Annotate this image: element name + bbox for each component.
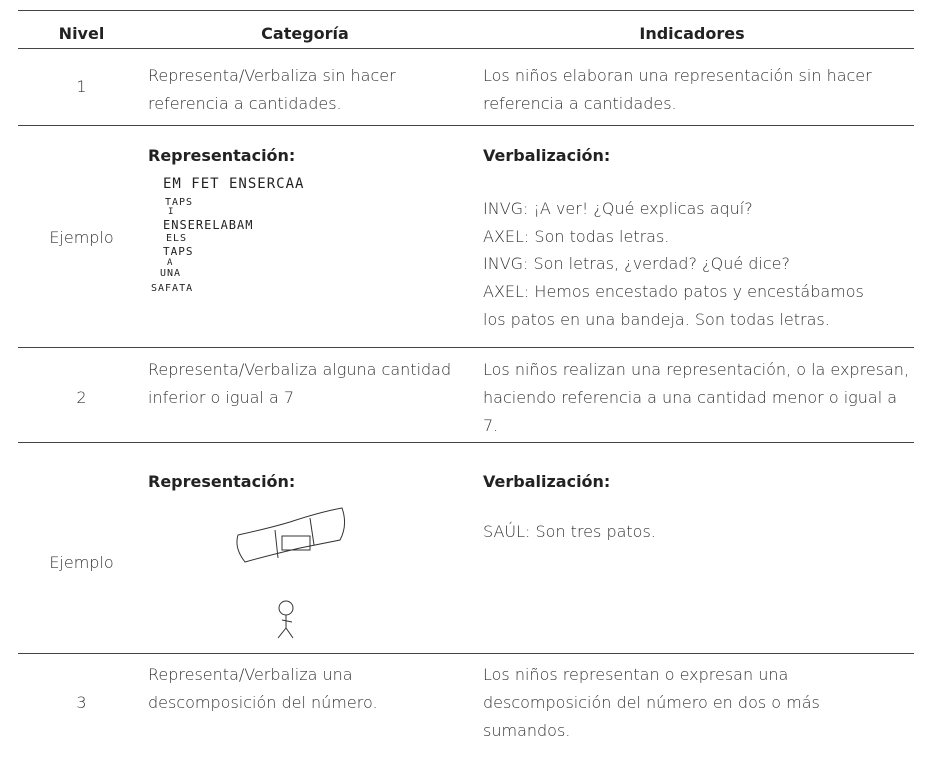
dialogue-line: AXEL: Hemos encestado patos y encestábam… [483,282,864,301]
subheading: Representación: [148,472,296,491]
header-cell: Nivel [58,24,105,43]
dialogue-line: los patos en una bandeja. Son todas letr… [483,310,830,329]
handwriting: UNA [160,268,182,279]
handwriting: TAPS [163,245,194,258]
dialogue-line: AXEL: Son todas letras. [483,227,670,246]
cell: 1 [76,77,87,96]
dialogue-line: INVG: ¡A ver! ¿Qué explicas aquí? [483,199,753,218]
rule [18,10,914,11]
cell: Los niños elaboran una representación si… [483,66,872,113]
subheading: Representación: [148,146,296,165]
handwriting: EM FET ENSERCAA [163,176,305,192]
dialogue-line: SAÚL: Son tres patos. [483,522,656,541]
rule [18,347,914,348]
dialogue-line: INVG: Son letras, ¿verdad? ¿Qué dice? [483,254,790,273]
cell: Representa/Verbaliza alguna cantidad inf… [148,360,452,407]
header-cell: Categoría [261,24,349,43]
cell: Ejemplo [49,228,114,247]
handwriting: TAPS [165,197,194,208]
cell: Los niños representan o expresan una des… [483,665,820,740]
sketch [236,507,346,639]
child-drawing [236,507,346,639]
cell: Ejemplo [49,553,114,572]
rule [18,442,914,443]
header-cell: Indicadores [639,24,745,43]
rule [18,125,914,126]
handwriting: SAFATA [151,283,194,294]
cell: 3 [76,693,87,712]
subheading: Verbalización: [483,146,611,165]
handwriting: ENSERELABAM [163,218,254,232]
cell: Los niños realizan una representación, o… [483,360,910,435]
handwriting: A [167,258,174,268]
handwriting: ELS [166,233,188,244]
handwriting: I [168,207,175,217]
cell: Representa/Verbaliza una descomposición … [148,665,378,712]
rule [18,48,914,49]
rule [18,653,914,654]
cell: Representa/Verbaliza sin hacer referenci… [148,66,396,113]
subheading: Verbalización: [483,472,611,491]
cell: 2 [76,388,87,407]
